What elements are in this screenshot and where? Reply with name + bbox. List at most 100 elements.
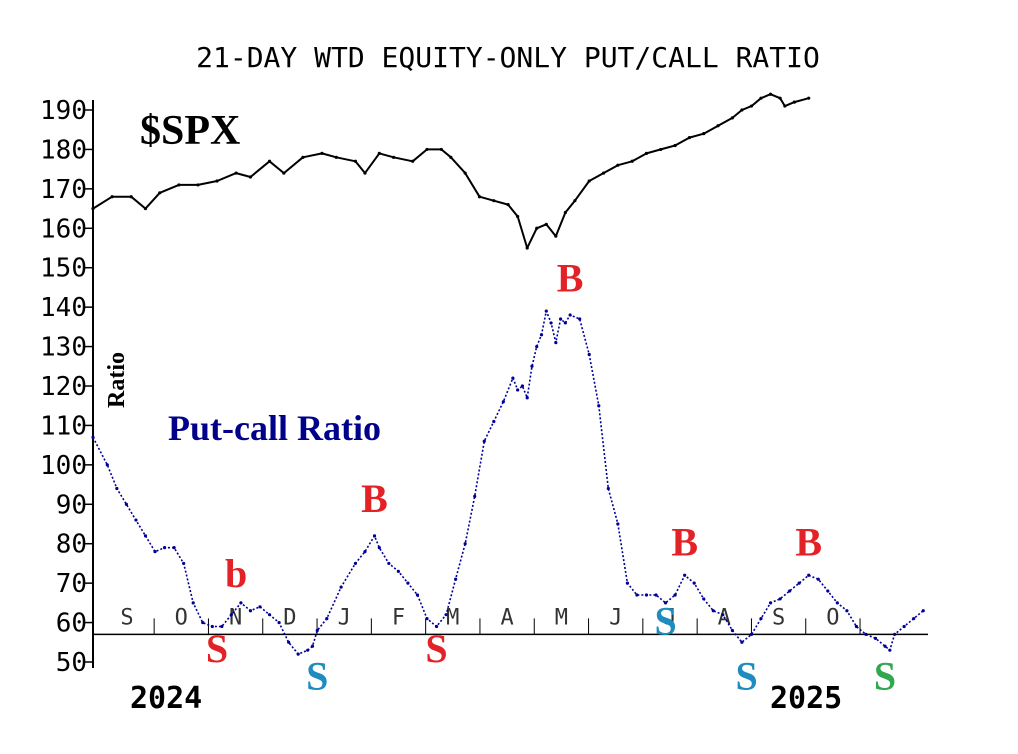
putcall-point xyxy=(115,486,119,491)
putcall-point xyxy=(172,546,176,550)
putcall-point xyxy=(563,321,567,325)
putcall-point xyxy=(239,601,243,605)
putcall-point xyxy=(873,636,878,640)
spx-point xyxy=(778,96,782,100)
signal-b: B xyxy=(361,476,388,521)
month-label: F xyxy=(392,605,405,630)
spx-point xyxy=(768,92,773,96)
putcall-point xyxy=(153,550,157,554)
putcall-point xyxy=(902,624,906,629)
month-label: J xyxy=(609,605,622,630)
month-label: O xyxy=(826,605,839,630)
putcall-point xyxy=(893,632,897,637)
y-tick-label: 80 xyxy=(56,530,87,560)
putcall-point xyxy=(549,321,553,325)
putcall-point xyxy=(377,546,381,550)
putcall-point xyxy=(363,550,367,554)
putcall-point xyxy=(162,546,167,550)
spx-point xyxy=(377,151,381,155)
spx-point xyxy=(248,175,253,179)
signal-b: B xyxy=(671,520,698,565)
putcall-point xyxy=(606,486,610,491)
putcall-point xyxy=(267,613,272,617)
putcall-point xyxy=(210,624,214,629)
putcall-point xyxy=(124,502,128,506)
signal-s: S xyxy=(425,626,447,671)
signal-b: B xyxy=(557,255,584,300)
putcall-point xyxy=(220,624,224,629)
spx-point xyxy=(792,100,797,104)
month-label: J xyxy=(663,605,676,630)
spx-point xyxy=(301,155,305,159)
month-label: N xyxy=(229,605,242,630)
spx-point xyxy=(687,136,692,140)
y-tick-label: 130 xyxy=(40,333,87,363)
spx-point xyxy=(110,195,114,199)
putcall-point xyxy=(578,317,582,321)
month-label: S xyxy=(772,605,785,630)
spx-point xyxy=(573,199,577,203)
spx-point xyxy=(449,155,453,159)
y-tick-label: 140 xyxy=(40,293,87,323)
putcall-point xyxy=(415,593,420,597)
putcall-point xyxy=(826,589,830,593)
spx-point xyxy=(177,183,181,187)
putcall-point xyxy=(663,601,668,605)
putcall-point xyxy=(654,593,658,597)
putcall-point xyxy=(387,561,391,566)
putcall-point xyxy=(258,605,262,609)
putcall-line xyxy=(92,310,924,655)
putcall-point xyxy=(425,617,429,621)
putcall-point xyxy=(229,613,233,617)
putcall-point xyxy=(597,404,601,408)
putcall-point xyxy=(883,644,887,648)
spx-point xyxy=(282,171,286,175)
spx-point xyxy=(320,151,324,155)
putcall-point xyxy=(673,593,677,597)
spx-point xyxy=(425,147,429,152)
putcall-point xyxy=(296,652,300,656)
putcall-point xyxy=(845,609,849,613)
putcall-point xyxy=(191,601,195,605)
spx-point xyxy=(477,195,482,199)
series-label-spx: $SPX xyxy=(140,108,240,154)
spx-point xyxy=(730,116,734,120)
putcall-point xyxy=(554,341,558,345)
putcall-point xyxy=(501,400,505,404)
spx-point xyxy=(807,96,811,100)
putcall-point xyxy=(339,585,343,589)
spx-point xyxy=(363,171,367,175)
putcall-point xyxy=(516,388,520,392)
spx-point xyxy=(544,222,548,226)
putcall-point xyxy=(559,317,563,321)
spx-point xyxy=(267,159,272,163)
putcall-point xyxy=(539,333,544,337)
putcall-point xyxy=(105,463,109,467)
spx-point xyxy=(215,179,219,183)
putcall-point xyxy=(888,648,892,652)
putcall-point xyxy=(525,396,529,400)
putcall-point xyxy=(248,609,253,613)
putcall-point xyxy=(406,581,410,585)
putcall-point xyxy=(325,617,329,621)
spx-point xyxy=(749,104,754,108)
spx-point xyxy=(716,124,720,128)
y-tick-label: 50 xyxy=(56,648,87,678)
year-label-2025: 2025 xyxy=(770,681,842,716)
putcall-point xyxy=(835,601,839,605)
putcall-point xyxy=(749,632,754,637)
spx-point xyxy=(563,210,567,215)
signal-s: S xyxy=(874,654,896,699)
spx-point xyxy=(644,151,649,155)
series-lines xyxy=(91,92,925,656)
spx-point xyxy=(759,96,763,100)
y-tick-label: 70 xyxy=(56,569,87,599)
y-tick-label: 160 xyxy=(40,214,87,244)
putcall-point xyxy=(721,613,725,617)
spx-point xyxy=(334,155,338,159)
chart-title: 21-DAY WTD EQUITY-ONLY PUT/CALL RATIO xyxy=(196,41,820,74)
spx-point xyxy=(411,159,415,163)
year-label-2024: 2024 xyxy=(130,681,202,716)
signal-s: S xyxy=(306,654,328,699)
